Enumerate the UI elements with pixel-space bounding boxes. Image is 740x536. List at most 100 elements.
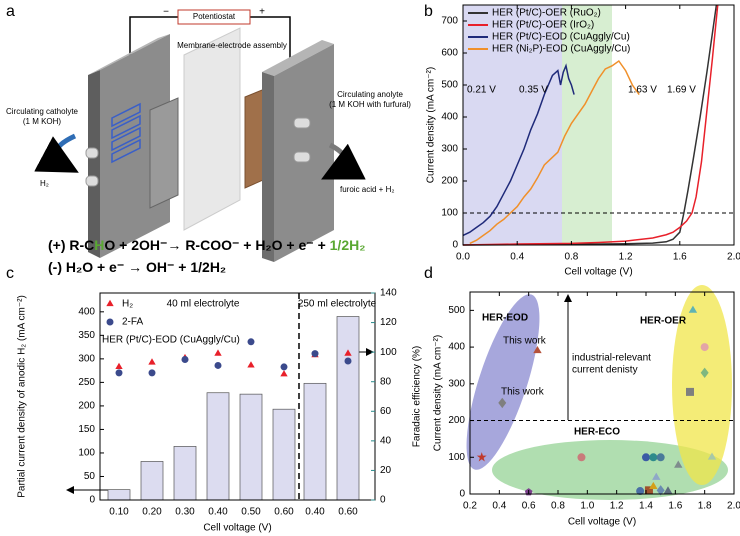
point (148, 369, 156, 377)
region-label: HER-OER (640, 316, 687, 327)
panel-label: d (424, 265, 433, 282)
legend-label: HER (Pt/C)-EOD (CuAggly/Cu) (492, 32, 630, 43)
y-tick-label: 250 (78, 377, 95, 388)
y-tick-label: 100 (448, 452, 465, 463)
plate-top (88, 34, 170, 75)
plate-side (88, 70, 100, 258)
y-tick-label: 0 (452, 240, 458, 251)
plot-frame (99, 292, 376, 501)
point (707, 452, 717, 460)
x-tick-label: 0.8 (564, 252, 578, 263)
point (644, 486, 653, 495)
series-line (462, 63, 575, 237)
y2-axis-label: Faradaic efficiency (%) (412, 346, 423, 448)
x-tick-label: 0.20 (142, 507, 162, 518)
y-axis-label: Partial current density of anodic H₂ (mA… (17, 295, 28, 498)
legend-label: HER (Pt/C)-OER (RuO₂) (492, 8, 601, 19)
point (700, 343, 709, 352)
point (649, 481, 658, 490)
point (280, 363, 288, 371)
point (247, 361, 255, 368)
anolyte-arrow (321, 142, 366, 180)
x-tick-label: 1.6 (673, 252, 687, 263)
x-tick-label: 0.2 (463, 501, 477, 512)
bar (303, 382, 327, 501)
wire (129, 16, 291, 70)
point (344, 357, 352, 365)
region-ellipse (466, 294, 540, 470)
point (636, 487, 645, 496)
plate-side (262, 72, 274, 262)
x-tick-label: 0.30 (175, 507, 195, 518)
x-tick-label: 0.40 (305, 507, 325, 518)
x-tick-label: 1.4 (639, 501, 653, 512)
potentiostat-label: Potentiostat (193, 12, 236, 21)
region-ellipse (492, 440, 728, 500)
point (652, 472, 661, 480)
x-axis-label: Cell voltage (V) (564, 267, 632, 278)
equation-part: 1/2H₂ (330, 237, 366, 253)
point (700, 367, 709, 378)
y-tick-label: 350 (78, 330, 95, 341)
x-tick-label: 0.6 (522, 501, 536, 512)
plot-frame (462, 4, 735, 246)
y-axis-label: Current density (mA cm⁻²) (433, 335, 444, 451)
series-line (462, 4, 718, 246)
legend-label: HER (Ni₂P)-EOD (CuAggly/Cu) (492, 44, 630, 55)
y-tick-label: 0 (459, 489, 465, 500)
point (577, 453, 586, 462)
point (280, 370, 288, 377)
legend-label: 2-FA (122, 317, 143, 328)
bar (272, 408, 296, 501)
point (181, 356, 189, 364)
equation-part: (+) R-C (48, 237, 94, 253)
point (642, 453, 650, 462)
y-tick-label: 100 (380, 347, 397, 358)
equation-part: (-) H₂O + e⁻ → OH⁻ + 1/2H₂ (48, 259, 226, 275)
point (674, 460, 683, 468)
plot-frame (469, 291, 735, 495)
y-tick-label: 300 (441, 144, 458, 155)
equation-part: O + 2OH⁻→ R-COO⁻ + H₂O + e⁻ + (104, 237, 329, 253)
point (214, 361, 222, 369)
point (214, 349, 222, 356)
y-tick-label: 40 (380, 435, 392, 446)
annotation: 0.21 V (467, 85, 496, 96)
plate-top (262, 40, 334, 76)
x-tick-label: 1.2 (619, 252, 633, 263)
note: industrial-relevant (572, 353, 651, 364)
anolyte-label: (1 M KOH with furfural) (329, 100, 411, 109)
point (649, 453, 658, 462)
point (686, 387, 694, 396)
y-tick-label: 300 (78, 354, 95, 365)
series-line (462, 4, 719, 246)
annotation: HER (Pt/C)-EOD (CuAggly/Cu) (102, 335, 240, 346)
x-tick-label: 0.60 (338, 507, 358, 518)
point (247, 338, 255, 346)
x-tick-label: 0.10 (109, 507, 129, 518)
y-tick-label: 140 (380, 288, 397, 299)
y-tick-label: 200 (448, 415, 465, 426)
catholyte-arrow (34, 133, 79, 173)
x-tick-label: 0.8 (551, 501, 565, 512)
y-tick-label: 150 (78, 424, 95, 435)
highlight-label: This work (501, 387, 545, 398)
x-tick-label: 1.6 (668, 501, 682, 512)
panel-label: a (6, 3, 15, 20)
point (476, 452, 487, 462)
pipes (85, 117, 311, 187)
y-tick-label: 50 (84, 471, 96, 482)
bar (140, 461, 164, 501)
minus-sign: − (163, 7, 169, 18)
y-tick-label: 200 (441, 176, 458, 187)
anolyte-label: Circulating anolyte (337, 90, 403, 99)
plus-sign: + (259, 7, 265, 18)
y-tick-label: 300 (448, 378, 465, 389)
point (498, 397, 507, 409)
equation-part: H (94, 237, 104, 253)
shaded-region (463, 5, 562, 245)
anode-product: furoic acid + H₂ (340, 185, 394, 194)
series-line (469, 59, 640, 245)
point (656, 485, 665, 496)
